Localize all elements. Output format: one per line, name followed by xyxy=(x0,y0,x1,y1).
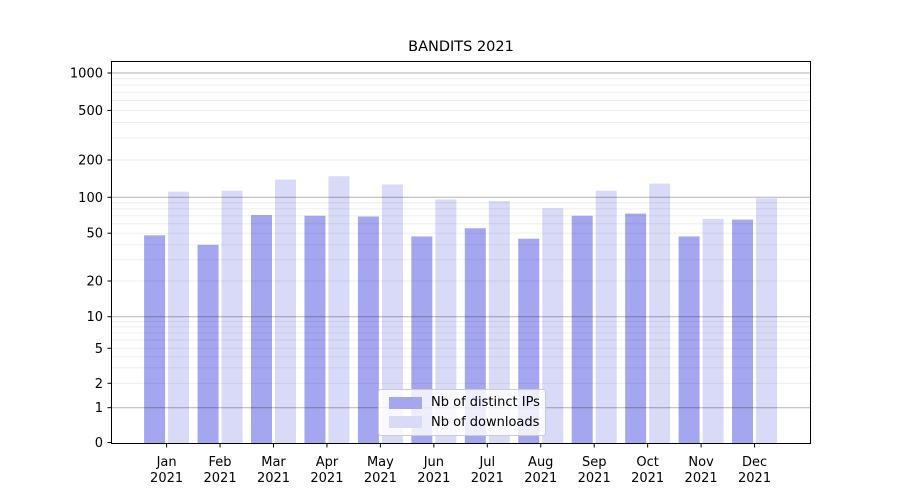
bar xyxy=(328,176,350,444)
bar xyxy=(168,191,190,444)
y-axis-ticks: 0 1 2 5 10 20 50 100 200 500 1000 xyxy=(70,67,112,451)
y-tick-label: 2 xyxy=(95,377,103,392)
x-tick-label-year: 2021 xyxy=(150,471,183,486)
bar xyxy=(702,218,724,444)
y-tick-label: 100 xyxy=(78,191,103,206)
y-tick-label: 0 xyxy=(95,436,103,451)
y-tick-label: 50 xyxy=(86,227,103,242)
bar xyxy=(756,198,778,444)
bar xyxy=(542,208,564,444)
x-tick-label-month: Oct xyxy=(636,455,658,470)
y-tick-label: 200 xyxy=(78,154,103,169)
bar xyxy=(357,216,379,444)
x-tick-label-month: May xyxy=(367,455,394,470)
bar xyxy=(732,219,754,444)
bar xyxy=(649,183,671,444)
x-tick-label-month: Sep xyxy=(582,455,607,470)
bar xyxy=(625,213,647,444)
legend-swatch-downloads xyxy=(389,416,422,429)
minor-gridlines xyxy=(112,78,810,384)
x-tick-label-year: 2021 xyxy=(578,471,611,486)
bar xyxy=(221,190,243,444)
x-tick-label-month: Jul xyxy=(478,455,495,470)
x-tick-label-year: 2021 xyxy=(310,471,343,486)
x-axis-ticks: Jan2021Feb2021Mar2021Apr2021May2021Jun20… xyxy=(150,443,771,486)
legend: Nb of distinct IPs Nb of downloads xyxy=(378,389,546,436)
legend-label-distinct-ips: Nb of distinct IPs xyxy=(431,395,540,411)
x-tick-label-month: Dec xyxy=(742,455,767,470)
bar xyxy=(381,184,403,444)
y-tick-label: 1000 xyxy=(70,67,103,82)
y-tick-label: 5 xyxy=(95,342,103,357)
bar xyxy=(251,215,272,444)
x-tick-label-month: Jan xyxy=(156,455,177,470)
y-tick-label: 10 xyxy=(86,310,103,325)
chart-title: BANDITS 2021 xyxy=(408,39,514,55)
x-tick-label-month: Apr xyxy=(316,455,339,470)
bar xyxy=(488,201,510,444)
x-tick-label-year: 2021 xyxy=(524,471,557,486)
bar xyxy=(197,244,219,444)
legend-swatch-distinct-ips xyxy=(389,396,422,409)
x-tick-label-month: Feb xyxy=(209,455,232,470)
x-tick-label-year: 2021 xyxy=(738,471,771,486)
legend-item-distinct-ips: Nb of distinct IPs xyxy=(389,396,545,409)
bar xyxy=(144,235,166,444)
bar xyxy=(275,179,296,444)
x-tick-label-year: 2021 xyxy=(631,471,664,486)
x-tick-label-month: Mar xyxy=(261,455,286,470)
x-tick-label-month: Jun xyxy=(423,455,444,470)
x-tick-label-year: 2021 xyxy=(471,471,504,486)
x-tick-label-year: 2021 xyxy=(364,471,397,486)
x-tick-label-year: 2021 xyxy=(204,471,237,486)
legend-label-downloads: Nb of downloads xyxy=(431,414,540,430)
bar xyxy=(595,190,617,444)
bar xyxy=(678,236,700,444)
x-tick-label-year: 2021 xyxy=(685,471,718,486)
x-tick-label-year: 2021 xyxy=(257,471,290,486)
bar xyxy=(304,215,326,444)
x-tick-label-month: Nov xyxy=(688,455,714,470)
legend-item-downloads: Nb of downloads xyxy=(389,416,545,429)
x-tick-label-year: 2021 xyxy=(417,471,450,486)
bar xyxy=(435,199,457,444)
plot-frame xyxy=(111,61,811,444)
x-tick-label-month: Aug xyxy=(528,455,553,470)
y-tick-label: 20 xyxy=(86,275,103,290)
y-tick-label: 1 xyxy=(95,401,103,416)
y-tick-label: 500 xyxy=(78,104,103,119)
bar xyxy=(571,215,593,444)
